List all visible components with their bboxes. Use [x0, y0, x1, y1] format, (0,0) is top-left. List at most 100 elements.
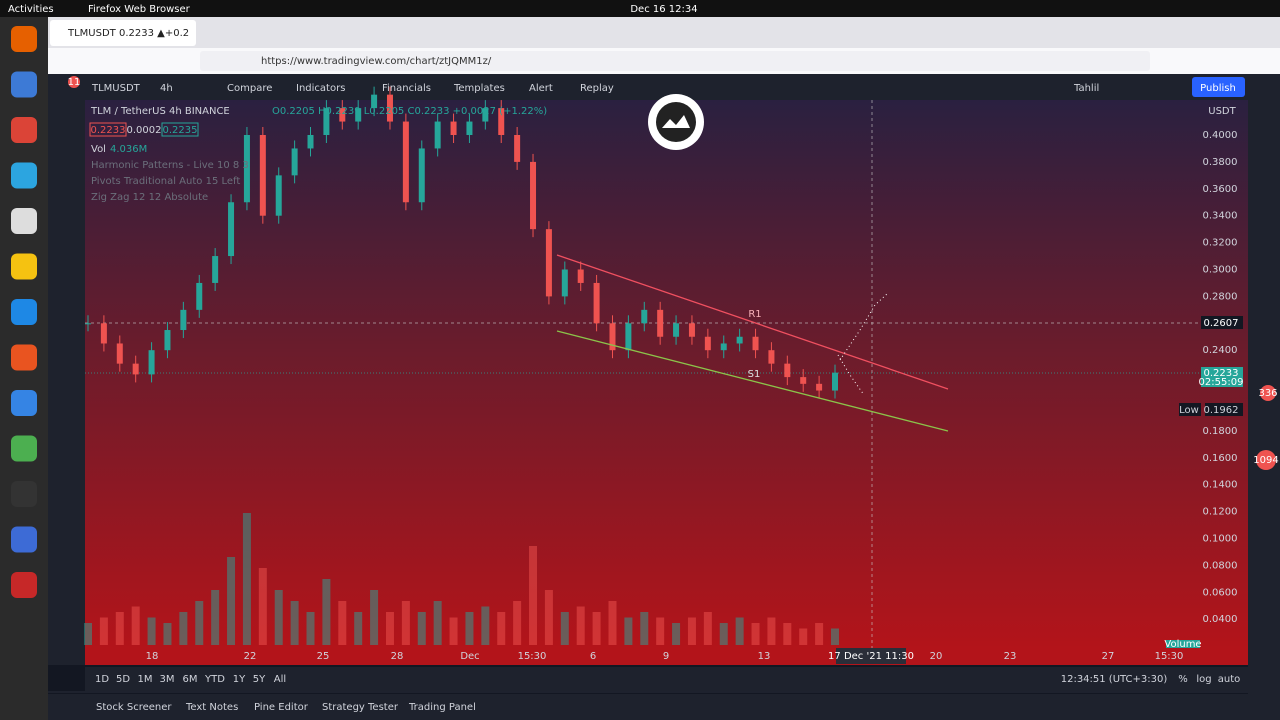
app-icon[interactable] [11, 526, 37, 553]
app-menu[interactable]: Firefox Web Browser [88, 4, 191, 15]
symbol[interactable]: TLMUSDT [91, 83, 141, 94]
volume-bar [513, 601, 522, 645]
volume-bar [560, 612, 569, 645]
toolbar-button[interactable]: Replay [580, 83, 614, 94]
volume-bar [338, 601, 347, 645]
bid-box [89, 122, 127, 137]
range-button[interactable]: 5D [116, 674, 130, 685]
candle [243, 135, 250, 203]
range-button[interactable]: 1M [138, 674, 153, 685]
app-icon[interactable] [11, 344, 37, 371]
volume-bar [195, 601, 204, 645]
range-button[interactable]: YTD [204, 674, 225, 685]
footer-tab[interactable]: Trading Panel [408, 702, 476, 713]
range-button[interactable]: 1Y [233, 674, 246, 685]
volume-bar [163, 623, 172, 645]
publish[interactable]: Publish [1200, 83, 1236, 94]
range-button[interactable]: 6M [183, 674, 198, 685]
scale-option[interactable]: log [1196, 674, 1211, 685]
range-button[interactable]: 5Y [253, 674, 266, 685]
app-icon[interactable] [11, 390, 37, 416]
app-icon[interactable] [11, 26, 37, 52]
volume-bar [274, 590, 283, 645]
price-tick: 0.1400 [1203, 480, 1238, 491]
indicator-label[interactable]: Zig Zag 12 12 Absolute [91, 192, 208, 203]
crosshair-price-tag [1201, 316, 1243, 329]
volume-bar [227, 557, 236, 645]
badge-bg [68, 76, 80, 88]
volume-bar [370, 590, 379, 645]
price-tick: 0.1200 [1203, 507, 1238, 518]
logo [648, 94, 704, 150]
url[interactable]: https://www.tradingview.com/chart/ztJQMM… [261, 56, 492, 67]
low-price: 0.1962 [1204, 405, 1239, 416]
tv-toolbar [48, 74, 1280, 100]
volume-bar [322, 579, 331, 645]
price-tick: 0.2400 [1203, 345, 1238, 356]
candle [561, 269, 568, 297]
app-icon[interactable] [11, 253, 37, 280]
app-icon[interactable] [11, 208, 37, 234]
candle [450, 121, 457, 135]
range-button[interactable]: All [274, 674, 286, 685]
toolbar-button[interactable]: Financials [382, 83, 431, 94]
activities[interactable]: Activities [8, 4, 54, 15]
candle [832, 372, 838, 391]
volume-bar [115, 612, 124, 645]
footer [48, 694, 1248, 720]
range-button[interactable]: 1D [95, 674, 109, 685]
currency: USDT [1208, 106, 1236, 117]
app-icon[interactable] [11, 117, 37, 143]
range-button[interactable]: 3M [160, 674, 175, 685]
candle [212, 256, 219, 283]
interval[interactable]: 4h [160, 83, 173, 94]
candle [85, 323, 91, 325]
toolbar-button[interactable]: Indicators [296, 83, 345, 94]
volume-bar [624, 617, 633, 645]
tab-title[interactable]: TLMUSDT 0.2233 ▲+0.2 [67, 28, 189, 39]
tab[interactable] [50, 20, 196, 46]
toolbar-button[interactable]: Compare [227, 83, 272, 94]
app-icon[interactable] [11, 299, 37, 325]
app-icon[interactable] [11, 71, 37, 98]
price-tick: 0.3800 [1203, 157, 1238, 168]
candle [259, 135, 266, 216]
volume-label: Volume [1164, 639, 1201, 650]
candle [386, 94, 393, 122]
url-field[interactable] [200, 51, 1150, 71]
candle [577, 269, 584, 283]
scale-option[interactable]: % [1178, 674, 1188, 685]
candle [180, 309, 187, 331]
candle [657, 309, 664, 337]
app-icon[interactable] [11, 162, 37, 189]
indicator-label[interactable]: Harmonic Patterns - Live 10 8 3 [91, 160, 249, 171]
s1-label: S1 [748, 369, 761, 380]
volume-bar [99, 617, 108, 645]
volume-bar [783, 623, 792, 645]
time-tick: 9 [663, 651, 669, 662]
app-icon[interactable] [11, 481, 37, 507]
resistance-line[interactable] [556, 254, 949, 390]
layout-name[interactable]: Tahlil [1073, 83, 1099, 94]
last-price: 0.2233 [1204, 368, 1239, 379]
footer-tab[interactable]: Strategy Tester [322, 702, 399, 713]
volume-bar [497, 612, 506, 645]
draw-toolbar [48, 100, 85, 665]
volume-bar [433, 601, 442, 645]
candle [530, 161, 537, 230]
app-icon[interactable] [11, 435, 37, 462]
publish-button[interactable] [1192, 77, 1245, 97]
app-icon[interactable] [11, 572, 37, 598]
toolbar-button[interactable]: Templates [453, 83, 505, 94]
volume-bar [179, 612, 188, 645]
footer-tab[interactable]: Pine Editor [254, 702, 309, 713]
candle [800, 377, 807, 384]
support-line[interactable] [556, 330, 949, 432]
toolbar-button[interactable]: Alert [529, 83, 553, 94]
footer-tab[interactable]: Text Notes [185, 702, 238, 713]
indicator-label[interactable]: Pivots Traditional Auto 15 Left [91, 176, 240, 187]
footer-tab[interactable]: Stock Screener [96, 702, 172, 713]
scale-option[interactable]: auto [1218, 674, 1241, 685]
candle [482, 108, 489, 122]
candle [100, 323, 107, 344]
